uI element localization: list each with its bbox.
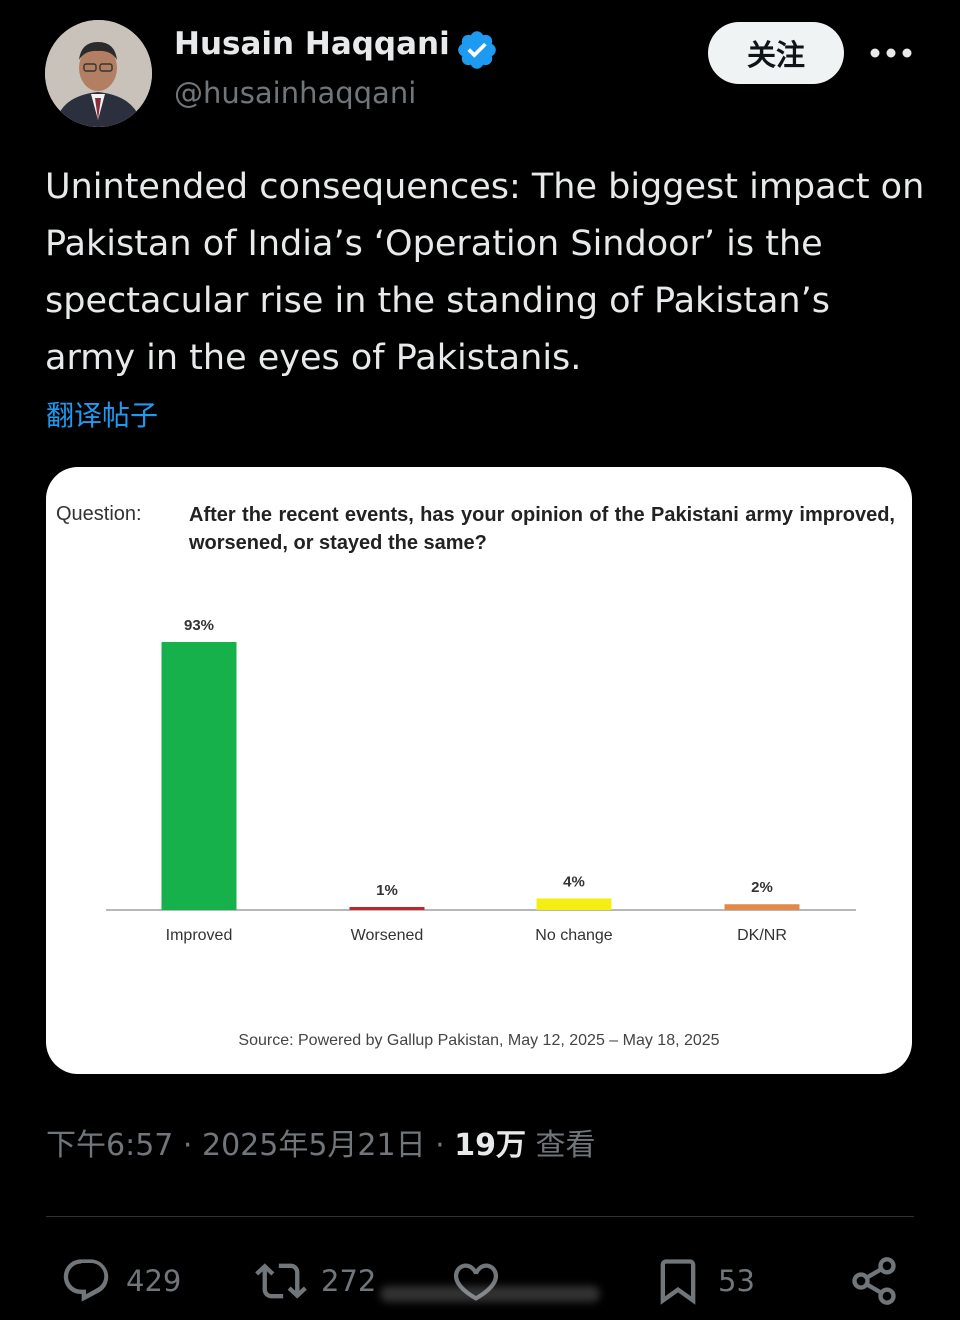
author-handle[interactable]: @husainhaqqani: [174, 76, 417, 110]
post-date[interactable]: 2025年5月21日: [201, 1128, 426, 1163]
data-label: 1%: [376, 882, 398, 899]
question-text: After the recent events, has your opinio…: [189, 504, 895, 554]
more-options-icon[interactable]: [868, 38, 914, 68]
divider: [46, 1216, 914, 1217]
view-label: 查看: [525, 1128, 596, 1163]
reply-icon: [63, 1259, 109, 1302]
post-meta: 下午6:57 · 2025年5月21日 · 19万 查看: [46, 1120, 596, 1164]
data-label: 93%: [184, 617, 214, 634]
avatar-image: [45, 20, 152, 127]
follow-button[interactable]: 关注: [708, 22, 844, 84]
bar-no-change: [536, 898, 612, 910]
category-label: Worsened: [351, 927, 424, 944]
share-icon: [852, 1257, 896, 1305]
share-button[interactable]: [848, 1254, 900, 1308]
author-name[interactable]: Husain Haqqani: [174, 26, 450, 62]
attached-image-card[interactable]: Question: After the recent events, has y…: [46, 467, 912, 1074]
repost-button[interactable]: 272: [255, 1254, 376, 1308]
meta-separator: ·: [173, 1128, 202, 1163]
reply-button[interactable]: 429: [60, 1254, 181, 1308]
translate-post-link[interactable]: 翻译帖子: [46, 399, 159, 432]
bar-improved: [161, 642, 237, 910]
category-label: DK/NR: [737, 927, 787, 944]
bookmark-count: 53: [718, 1264, 755, 1298]
bar-chart: 93% Improved 1% Worsened 4% No change 2% DK/NR: [106, 617, 856, 944]
bookmark-button[interactable]: 53: [652, 1254, 755, 1308]
question-label: Question:: [56, 503, 142, 525]
post-time[interactable]: 下午6:57: [46, 1128, 174, 1163]
category-label: No change: [535, 927, 612, 944]
heart-icon: [453, 1263, 499, 1301]
repost-count: 272: [321, 1264, 377, 1298]
bar-worsened: [349, 907, 425, 910]
meta-separator: ·: [425, 1128, 455, 1163]
data-label: 4%: [563, 873, 585, 890]
obscured-like-count: [380, 1286, 600, 1302]
like-button[interactable]: [450, 1254, 502, 1308]
avatar[interactable]: [45, 20, 152, 127]
category-label: Improved: [166, 927, 233, 944]
reply-count: 429: [126, 1264, 182, 1298]
tweet-text: Unintended consequences: The biggest imp…: [45, 167, 925, 378]
chart-source: Source: Powered by Gallup Pakistan, May …: [238, 1032, 720, 1049]
bar-dk-nr: [724, 904, 800, 910]
bookmark-icon: [660, 1259, 696, 1305]
view-count: 19万: [454, 1128, 526, 1163]
verified-badge-icon: [458, 31, 496, 69]
data-label: 2%: [751, 879, 773, 896]
repost-icon: [255, 1263, 307, 1299]
